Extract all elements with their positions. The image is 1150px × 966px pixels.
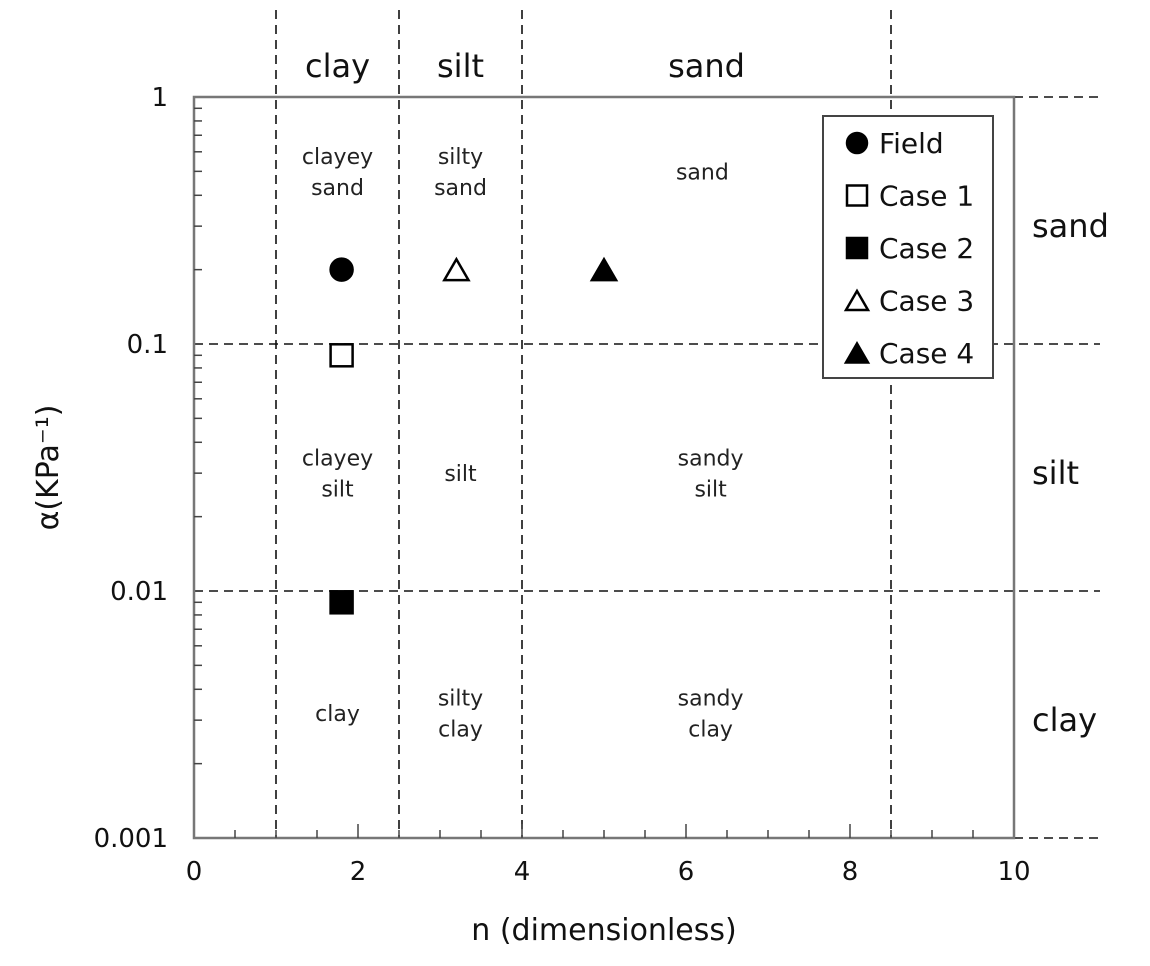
x-zone-label: clay bbox=[305, 47, 370, 85]
region-label: sandy silt bbox=[678, 447, 744, 503]
legend-marker bbox=[845, 236, 869, 260]
y-tick-label: 0.01 bbox=[110, 577, 168, 607]
region-label: sandy clay bbox=[678, 687, 744, 743]
region-label-line: sandy bbox=[678, 687, 744, 712]
region-label: clay bbox=[315, 702, 360, 727]
x-tick-label: 8 bbox=[842, 857, 859, 887]
y-tick-label: 1 bbox=[151, 83, 168, 113]
region-label-line: silt bbox=[694, 478, 727, 503]
marker-layer bbox=[329, 256, 619, 615]
x-tick-label: 6 bbox=[678, 857, 695, 887]
region-label: clayey sand bbox=[302, 145, 373, 201]
region-label-line: sand bbox=[311, 176, 364, 201]
x-tick-label: 4 bbox=[514, 857, 531, 887]
legend-label: Case 4 bbox=[879, 337, 974, 370]
y-zone-label: sand bbox=[1032, 207, 1109, 245]
region-label: clayey silt bbox=[302, 447, 373, 503]
x-axis-title: n (dimensionless) bbox=[471, 913, 736, 948]
region-label: sand bbox=[676, 160, 729, 185]
region-label-line: clayey bbox=[302, 145, 373, 170]
region-label-line: sand bbox=[434, 176, 487, 201]
region-label: silty sand bbox=[434, 145, 487, 201]
y-tick-label: 0.1 bbox=[127, 330, 168, 360]
data-point bbox=[329, 590, 354, 615]
region-label-line: clayey bbox=[302, 447, 373, 472]
region-label: silty clay bbox=[438, 687, 483, 743]
region-label-line: sandy bbox=[678, 447, 744, 472]
x-tick-label: 2 bbox=[350, 857, 367, 887]
y-tick-label: 0.001 bbox=[94, 824, 168, 854]
axis-layer: 0 2 4 6 8 10 0.001 0.01 0.1 1 bbox=[94, 83, 1031, 887]
region-label-line: sand bbox=[676, 160, 729, 185]
region-label-line: silt bbox=[444, 462, 477, 487]
x-zone-label: silt bbox=[437, 47, 484, 85]
y-zone-label: silt bbox=[1032, 454, 1079, 492]
data-point bbox=[329, 257, 354, 282]
legend-label: Field bbox=[879, 127, 944, 160]
region-label-line: clay bbox=[315, 702, 360, 727]
x-tick-label: 0 bbox=[186, 857, 203, 887]
legend-box bbox=[822, 115, 994, 379]
legend-label: Case 2 bbox=[879, 232, 974, 265]
legend-marker bbox=[843, 288, 871, 312]
data-point bbox=[589, 256, 619, 282]
region-label: silt bbox=[444, 462, 477, 487]
data-point bbox=[329, 343, 354, 368]
legend-layer: Field Case 1 Case 2 Case 3 Case 4 bbox=[822, 115, 994, 379]
legend-marker bbox=[843, 341, 871, 364]
data-point bbox=[442, 256, 471, 282]
region-label-line: silty bbox=[438, 687, 483, 712]
y-axis-title: α(KPa⁻¹) bbox=[31, 405, 66, 531]
region-label-line: clay bbox=[688, 718, 733, 743]
legend-marker bbox=[845, 184, 869, 207]
x-tick-label: 10 bbox=[997, 857, 1030, 887]
legend-label: Case 1 bbox=[879, 180, 974, 213]
region-label-line: silty bbox=[438, 145, 483, 170]
legend-marker bbox=[845, 131, 869, 155]
x-zone-label: sand bbox=[668, 47, 745, 85]
region-label-line: clay bbox=[438, 718, 483, 743]
region-label-line: silt bbox=[321, 478, 354, 503]
legend-label: Case 3 bbox=[879, 285, 974, 318]
y-zone-label: clay bbox=[1032, 701, 1097, 739]
